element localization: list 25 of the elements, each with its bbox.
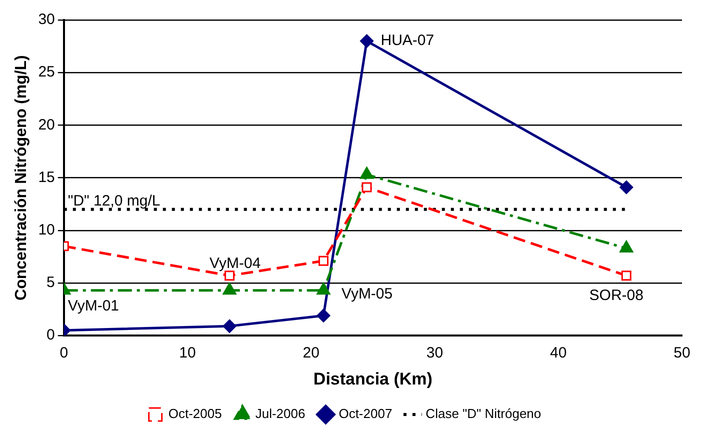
y-tick-label: 0 — [46, 326, 55, 344]
annotation: VyM-05 — [341, 286, 393, 303]
annotation: VyM-01 — [68, 298, 120, 315]
x-tick-label: 10 — [179, 344, 196, 362]
legend-label: Clase "D" Nitrógeno — [426, 406, 542, 422]
x-tick-label: 30 — [426, 344, 444, 362]
legend-label: Oct-2007 — [338, 406, 392, 422]
x-tick-label: 50 — [674, 344, 690, 362]
annotation: VyM-04 — [210, 254, 261, 272]
annotation: "D" 12,0 mg/L — [68, 192, 160, 210]
legend-label: Jul-2006 — [255, 406, 306, 422]
y-axis-title: Concentración Nitrógeno (mg/L) — [13, 55, 30, 300]
y-tick-label: 30 — [38, 11, 55, 28]
x-tick-label: 0 — [60, 344, 68, 362]
legend-label: Oct-2005 — [168, 406, 222, 422]
x-tick-label: 40 — [550, 344, 567, 362]
y-tick-label: 20 — [38, 116, 55, 134]
y-tick-label: 5 — [46, 274, 55, 292]
y-tick-label: 15 — [38, 168, 55, 186]
x-tick-label: 20 — [302, 344, 320, 362]
y-tick-label: 10 — [38, 222, 55, 239]
x-axis-title: Distancia (Km) — [313, 369, 432, 388]
annotation: HUA-07 — [380, 32, 434, 50]
y-tick-label: 25 — [38, 64, 55, 81]
annotation: SOR-08 — [589, 286, 644, 304]
